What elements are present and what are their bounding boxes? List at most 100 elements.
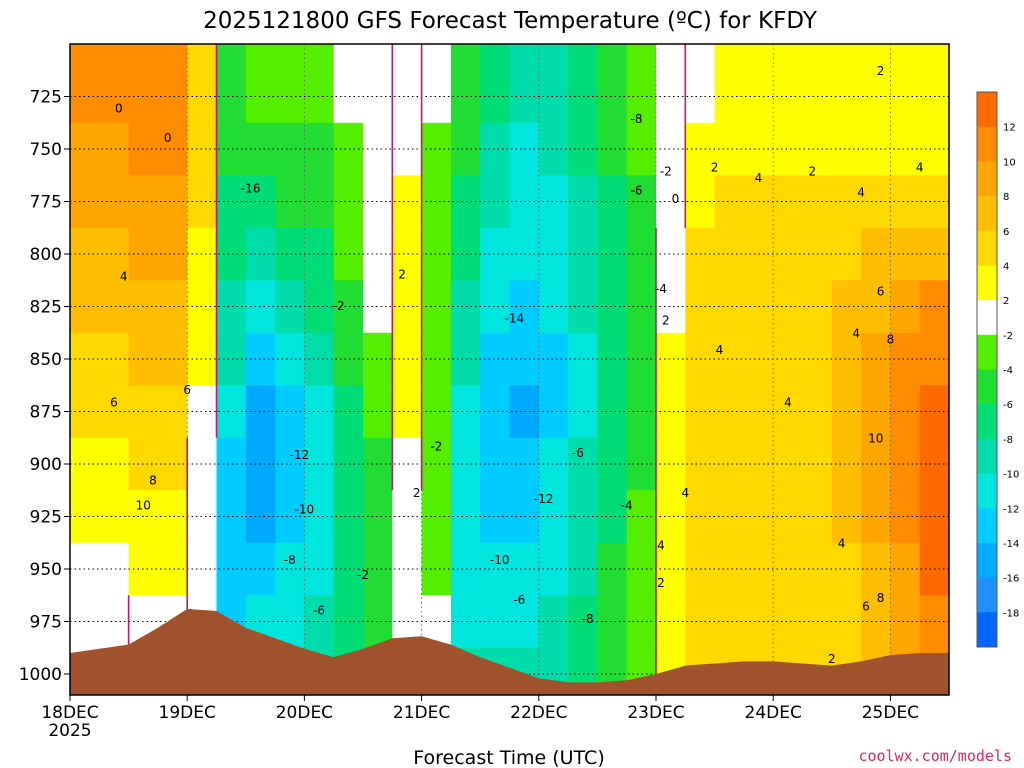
temperature-cell	[656, 44, 686, 124]
colorbar-label: -14	[1003, 539, 1019, 550]
temperature-cell	[773, 490, 804, 544]
contour-label: 4	[852, 326, 860, 340]
colorbar-frame	[976, 91, 998, 648]
x-tick-sublabel: 2025	[48, 721, 91, 741]
freezing-lines	[127, 44, 687, 695]
contour-label: 6	[877, 284, 885, 298]
colorbar-swatch	[977, 438, 997, 475]
temperature-cell	[773, 175, 804, 229]
x-axis-label: Forecast Time (UTC)	[413, 747, 604, 768]
temperature-cell	[861, 44, 891, 124]
colorbar: 12 10 8 6 4 2 -2 -4 -6 -8 -10 -12 -14 -16 -18	[976, 91, 1019, 648]
contour-label: 4	[916, 160, 924, 174]
contour-label: 4	[838, 536, 846, 550]
x-tick-label: 23DEC	[627, 703, 684, 723]
colorbar-swatch	[977, 230, 997, 266]
plot-frame	[69, 43, 950, 696]
contour-label: 0	[115, 102, 123, 116]
contour-label: 10	[136, 499, 151, 513]
colorbar-swatch	[977, 612, 997, 648]
contour-label: 10	[868, 431, 883, 445]
temperature-cell	[773, 595, 804, 649]
y-axis: 725 750 775 800 825 850 875 900 925 950 975 1000	[19, 88, 70, 685]
contour-label: 6	[110, 396, 118, 410]
colorbar-label: -6	[1003, 400, 1013, 411]
y-tick-label: 875	[30, 403, 62, 423]
temperature-cells	[70, 44, 949, 695]
contour-label: -12	[534, 492, 554, 506]
y-tick-label: 800	[30, 245, 62, 265]
temperature-cell	[831, 44, 862, 124]
y-tick-label: 900	[30, 455, 62, 475]
temperature-cell	[685, 44, 716, 124]
temperature-cell	[216, 44, 247, 124]
x-tick-label: 25DEC	[862, 703, 919, 723]
contour-label: 2	[662, 314, 670, 328]
credit-text: coolwx.com/models	[858, 747, 1012, 765]
temperature-cell	[773, 122, 804, 176]
contour-label: -6	[572, 446, 584, 460]
temperature-cell	[890, 175, 921, 229]
colorbar-swatch	[977, 92, 997, 128]
temperature-cell	[626, 44, 657, 124]
y-tick-label: 975	[30, 613, 62, 633]
colorbar-label: -4	[1003, 366, 1013, 377]
temperature-cell	[773, 44, 804, 124]
temperature-cell	[773, 227, 804, 281]
temperature-cell	[831, 542, 862, 596]
temperature-cell	[743, 44, 774, 124]
y-tick-label: 850	[30, 350, 62, 370]
contour-label: 4	[857, 186, 865, 200]
temperature-cell	[538, 44, 569, 124]
y-tick-label: 925	[30, 508, 62, 528]
contour-label: 4	[716, 343, 724, 357]
plot-area: 00466810-16-12-10-8-6-2-22-22-14-12-10-6…	[70, 44, 949, 695]
temperature-cell	[890, 490, 921, 544]
temperature-cell	[714, 542, 745, 596]
temperature-cell	[890, 122, 921, 176]
temperature-cell	[128, 44, 159, 124]
contour-label: 6	[862, 599, 870, 613]
colorbar-swatch	[977, 542, 997, 579]
colorbar-label: -10	[1003, 470, 1019, 481]
temperature-cell	[509, 44, 540, 124]
temperature-cell	[890, 595, 921, 649]
ground-terrain	[70, 608, 949, 695]
temperature-cell	[450, 44, 481, 124]
colorbar-swatch	[977, 126, 997, 162]
colorbar-swatch	[977, 161, 997, 197]
x-tick-label: 24DEC	[745, 703, 802, 723]
temperature-cell	[919, 44, 949, 124]
temperature-cell	[99, 44, 130, 124]
contour-label: 2	[657, 576, 665, 590]
contour-label: -2	[430, 440, 442, 454]
temperature-cell	[831, 437, 862, 491]
y-tick-label: 950	[30, 560, 62, 580]
contour-label: -14	[505, 312, 525, 326]
colorbar-label: -18	[1003, 608, 1019, 619]
temperature-cell	[714, 595, 745, 649]
colorbar-swatch	[977, 300, 997, 336]
temperature-cell	[831, 595, 862, 649]
colorbar-label: -2	[1003, 331, 1013, 342]
contour-label: -2	[333, 299, 345, 313]
colorbar-label: 6	[1003, 227, 1009, 238]
contour-label: 4	[755, 171, 763, 185]
temperature-cell	[333, 44, 364, 124]
contour-label: 2	[808, 165, 816, 179]
contour-label: 4	[784, 396, 792, 410]
temperature-cell	[70, 44, 100, 124]
contour-label: 4	[120, 270, 128, 284]
colorbar-swatch	[977, 334, 997, 370]
contour-label: 4	[657, 538, 665, 552]
contour-label: 2	[828, 652, 836, 666]
contour-label: -16	[241, 181, 261, 195]
colorbar-label: 10	[1003, 157, 1016, 168]
colorbar-label: -8	[1003, 435, 1013, 446]
temperature-cell	[157, 44, 188, 124]
temperature-cell	[480, 44, 511, 124]
temperature-cell	[275, 44, 305, 124]
contour-label: -6	[313, 604, 325, 618]
colorbar-label: 12	[1003, 123, 1016, 134]
